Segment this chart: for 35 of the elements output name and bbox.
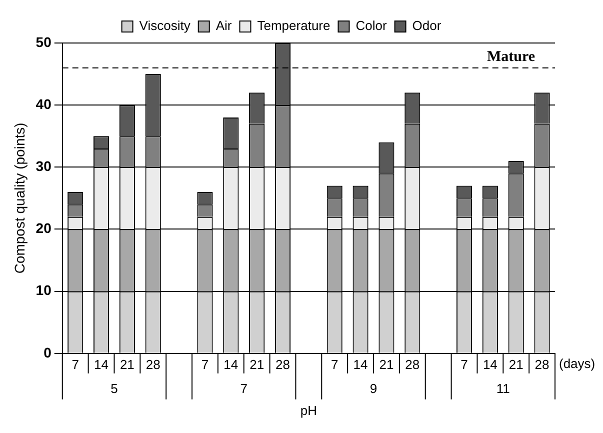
x-tick-label: 14 bbox=[353, 356, 368, 372]
legend-label: Air bbox=[216, 18, 232, 34]
text: 5 bbox=[110, 380, 118, 396]
x-tick-label: 7 bbox=[201, 356, 209, 372]
x-tick-label: 28 bbox=[405, 356, 420, 372]
y-tick-label: 30 bbox=[36, 158, 52, 174]
x-tick-label: 28 bbox=[534, 356, 550, 372]
x-tick-label: 28 bbox=[276, 356, 290, 372]
text: 9 bbox=[370, 380, 378, 396]
legend-label: Viscosity bbox=[139, 18, 191, 34]
y-axis-title: Compost quality (points) bbox=[11, 122, 28, 274]
ref-line-label: Mature bbox=[486, 49, 536, 66]
text: 7 bbox=[240, 380, 248, 396]
y-tick-label: 10 bbox=[36, 282, 52, 298]
legend-label: Color bbox=[356, 18, 388, 34]
legend-label: Odor bbox=[412, 18, 442, 34]
x-tick-label: 14 bbox=[224, 356, 238, 372]
legend-label: Temperature bbox=[257, 18, 330, 34]
x-tick-label: 28 bbox=[146, 356, 160, 372]
y-tick-label: 20 bbox=[36, 220, 52, 236]
x-tick-label: 14 bbox=[482, 356, 498, 372]
x-tick-label: 14 bbox=[94, 356, 108, 372]
x-tick-label: 21 bbox=[120, 356, 134, 372]
y-tick-label: 50 bbox=[36, 34, 52, 50]
y-tick-label: 40 bbox=[36, 96, 52, 112]
x-tick-label: 7 bbox=[72, 356, 79, 372]
y-tick-label: 0 bbox=[44, 344, 52, 360]
x-axis-title: pH bbox=[300, 402, 317, 418]
x-tick-label: 7 bbox=[460, 356, 468, 372]
x-tick-label: 7 bbox=[330, 356, 338, 372]
x-tick-label: 21 bbox=[379, 356, 394, 372]
x-tick-label: 21 bbox=[250, 356, 264, 372]
text: 11 bbox=[496, 380, 510, 396]
text: (days) bbox=[559, 356, 596, 371]
x-tick-label: 21 bbox=[508, 356, 524, 372]
